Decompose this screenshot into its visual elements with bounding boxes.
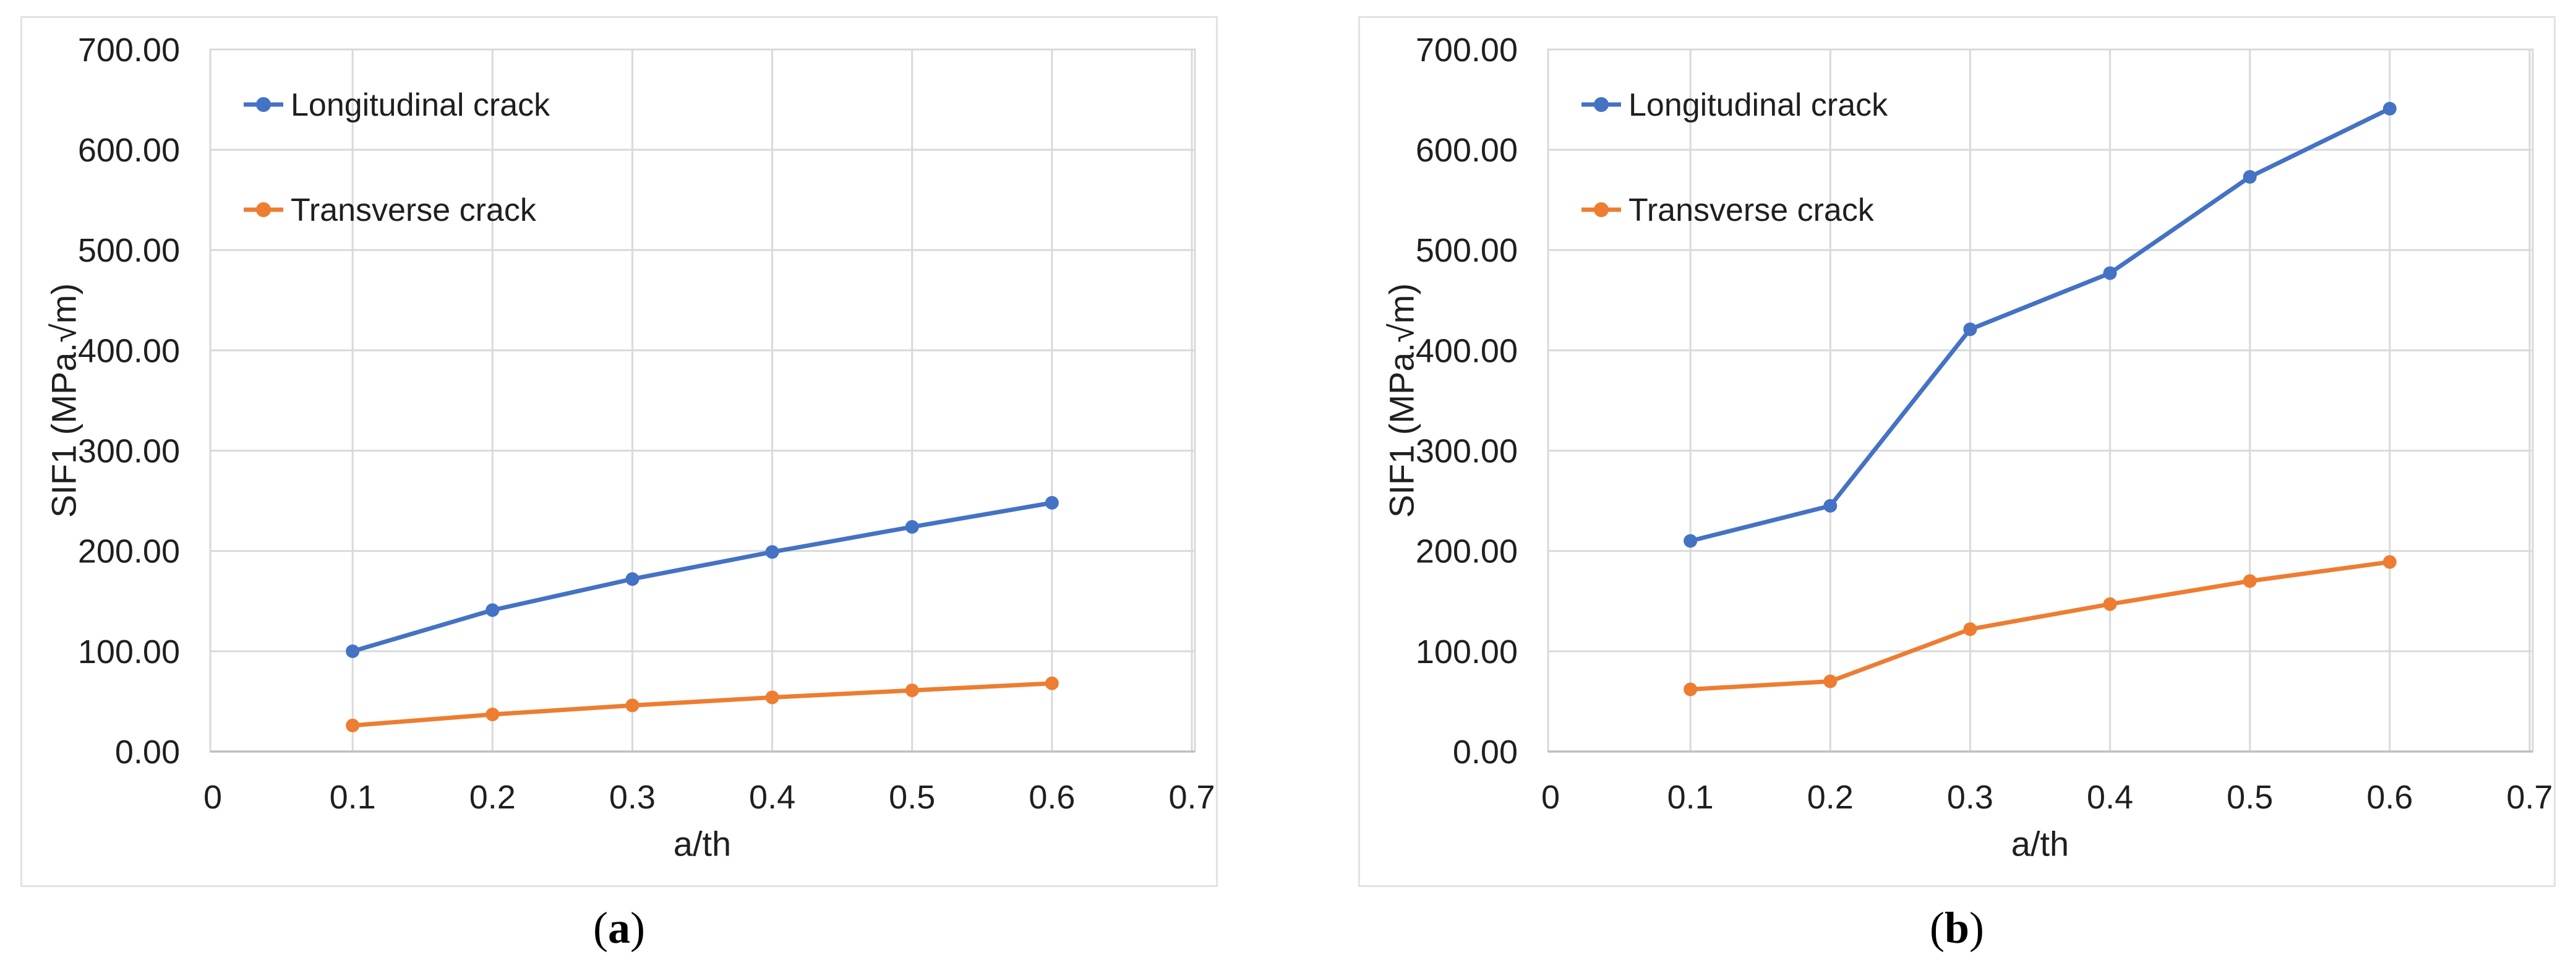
y-tick-label: 500.00 — [1416, 232, 1518, 269]
y-tick-label: 500.00 — [78, 232, 180, 269]
data-point-marker — [765, 690, 779, 705]
data-point-marker — [905, 520, 919, 534]
caption-a-close: ) — [630, 903, 645, 953]
x-tick-label: 0.5 — [889, 779, 935, 816]
data-point-marker — [625, 698, 640, 713]
y-axis-title: SIF1 (MPa.√m) — [1382, 283, 1421, 518]
legend-marker-dot — [256, 97, 271, 112]
y-tick-label: 200.00 — [1416, 533, 1518, 570]
x-tick-label: 0.4 — [2087, 779, 2133, 816]
y-axis-title: SIF1 (MPa.√m) — [45, 283, 83, 518]
y-tick-label: 200.00 — [78, 533, 180, 570]
legend-marker-dot — [256, 202, 271, 217]
series-transverse — [1684, 555, 2397, 696]
x-tick-label: 0.7 — [2506, 779, 2552, 816]
series-transverse — [346, 676, 1059, 732]
y-tick-label: 400.00 — [1416, 332, 1518, 369]
data-point-marker — [486, 708, 500, 722]
x-tick-label: 0 — [203, 779, 222, 816]
data-point-marker — [346, 644, 360, 658]
series-longitudinal — [346, 495, 1059, 658]
x-tick-label: 0.1 — [330, 779, 376, 816]
legend-item: Longitudinal crack — [244, 87, 550, 123]
series-longitudinal — [1684, 101, 2397, 548]
x-tick-label: 0.5 — [2227, 779, 2273, 816]
data-point-marker — [1823, 674, 1838, 688]
x-axis-title: a/th — [2011, 825, 2069, 864]
caption-b-close: ) — [1969, 903, 1984, 953]
data-point-marker — [346, 718, 360, 732]
y-tick-label: 300.00 — [78, 432, 180, 469]
data-point-marker — [1045, 676, 1059, 690]
legend-label: Transverse crack — [1628, 192, 1875, 228]
data-point-marker — [2243, 574, 2257, 588]
y-tick-label: 400.00 — [78, 332, 180, 369]
caption-b: (b) — [1358, 900, 2556, 956]
y-tick-label: 100.00 — [1416, 633, 1518, 671]
legend-item: Transverse crack — [244, 192, 537, 228]
caption-b-open: ( — [1929, 903, 1945, 953]
x-tick-label: 0.4 — [749, 779, 795, 816]
x-tick-label: 0.6 — [1029, 779, 1075, 816]
series-line — [1688, 106, 2392, 543]
chart-b-canvas: 0.00 100.00 200.00 300.00 400.00 500.00 600.00… — [1358, 16, 2556, 887]
x-tick-label: 0.2 — [469, 779, 516, 816]
legend-label: Longitudinal crack — [1628, 87, 1888, 123]
data-point-marker — [2103, 597, 2117, 611]
data-point-marker — [625, 572, 640, 586]
legend-label: Transverse crack — [291, 192, 537, 228]
x-tick-label: 0.3 — [609, 779, 656, 816]
chart-a-canvas: 0.00 100.00 200.00 300.00 400.00 500.00 600.00… — [20, 16, 1218, 887]
legend-item: Longitudinal crack — [1581, 87, 1888, 123]
y-tick-label: 700.00 — [78, 32, 180, 69]
caption-a: (a) — [20, 900, 1218, 956]
data-point-marker — [2243, 169, 2257, 184]
x-tick-label: 0.3 — [1947, 779, 1993, 816]
y-tick-label: 100.00 — [78, 633, 180, 671]
caption-a-open: ( — [593, 903, 608, 953]
x-tick-label: 0.2 — [1807, 779, 1854, 816]
legend-item: Transverse crack — [1581, 192, 1875, 228]
data-point-marker — [2382, 555, 2397, 569]
caption-b-letter: b — [1944, 903, 1970, 953]
data-point-marker — [1963, 322, 1977, 336]
chart-a: 0.00 100.00 200.00 300.00 400.00 500.00 600.00… — [20, 16, 1218, 887]
y-tick-label: 600.00 — [1416, 132, 1518, 169]
data-point-marker — [2382, 101, 2397, 116]
x-tick-label: 0.7 — [1168, 779, 1215, 816]
legend-label: Longitudinal crack — [291, 87, 550, 123]
data-point-marker — [2103, 266, 2117, 280]
y-tick-label: 0.00 — [1453, 734, 1518, 771]
series-line — [350, 500, 1055, 654]
y-tick-label: 600.00 — [78, 132, 180, 169]
series-line — [1688, 560, 2392, 692]
data-point-marker — [486, 603, 500, 617]
data-point-marker — [765, 545, 779, 559]
x-tick-label: 0.6 — [2366, 779, 2413, 816]
data-point-marker — [1045, 495, 1059, 510]
y-tick-label: 300.00 — [1416, 432, 1518, 469]
chart-b: 0.00 100.00 200.00 300.00 400.00 500.00 600.00… — [1358, 16, 2556, 887]
x-axis-title: a/th — [674, 825, 731, 864]
data-point-marker — [1823, 499, 1838, 513]
x-tick-label: 0.1 — [1667, 779, 1714, 816]
data-point-marker — [1963, 622, 1977, 636]
x-tick-label: 0 — [1541, 779, 1560, 816]
data-point-marker — [1684, 534, 1698, 548]
data-point-marker — [905, 684, 919, 698]
legend-marker-dot — [1594, 202, 1609, 217]
y-tick-label: 0.00 — [115, 734, 180, 771]
legend-marker-dot — [1594, 97, 1609, 112]
y-tick-label: 700.00 — [1416, 32, 1518, 69]
data-point-marker — [1684, 682, 1698, 696]
series-line — [350, 681, 1055, 728]
caption-a-letter: a — [608, 903, 630, 953]
